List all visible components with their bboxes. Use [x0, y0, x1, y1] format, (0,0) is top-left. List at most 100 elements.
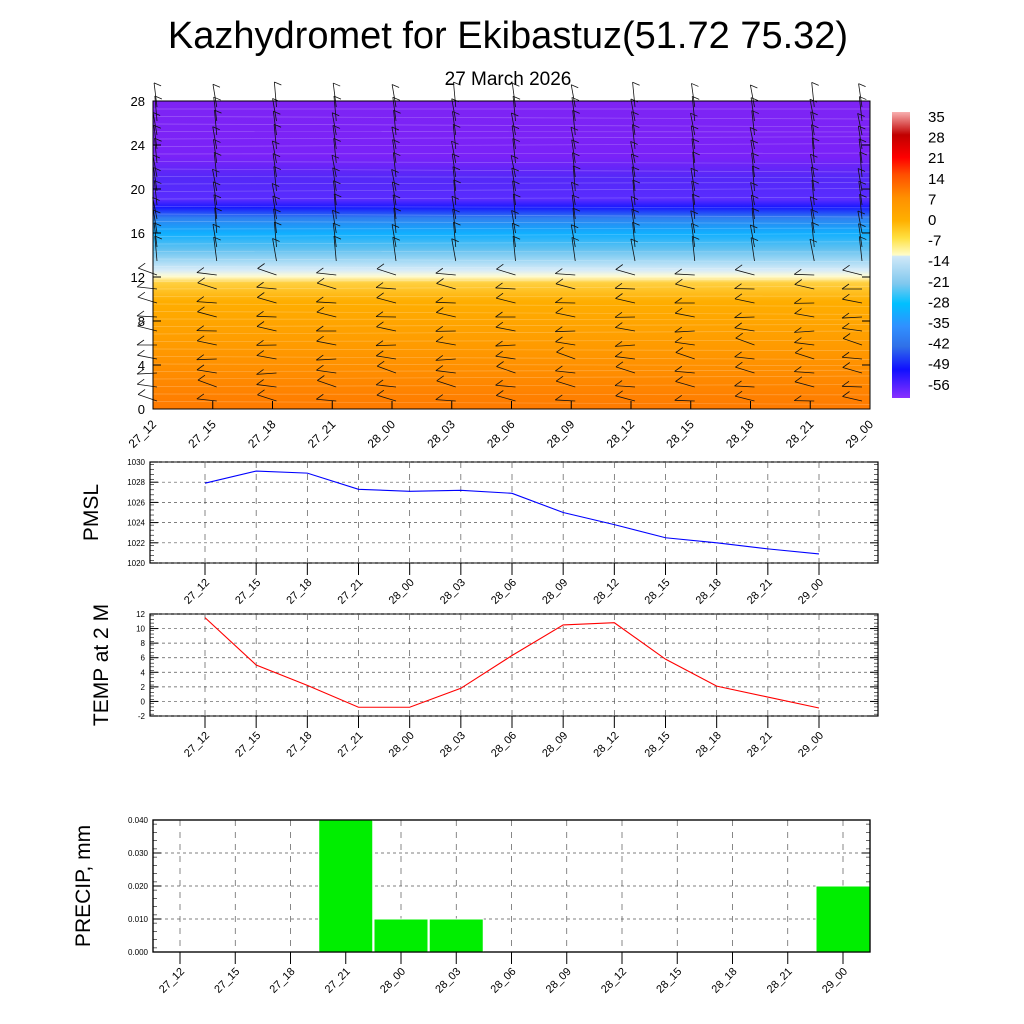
x-tick-label: 28_00: [378, 966, 408, 996]
wind-barb-feather: [137, 349, 145, 356]
wind-barb: [810, 154, 815, 178]
wind-barb: [153, 180, 158, 206]
wind-barb: [751, 152, 755, 178]
y-tick-label: 12: [131, 270, 145, 285]
wind-barb: [316, 369, 337, 374]
colorbar-label: -42: [928, 336, 950, 353]
wind-barb: [272, 111, 277, 136]
wind-barb-feather: [858, 223, 866, 227]
wind-barb: [435, 341, 456, 346]
wind-barb-feather: [435, 365, 444, 371]
wind-barb-feather: [257, 389, 265, 396]
y-tick-label: 6: [141, 654, 146, 663]
wind-barb-feather: [376, 350, 384, 357]
chart-subtitle: 27 March 2026: [445, 69, 572, 90]
wind-barb-feather: [734, 380, 742, 387]
wind-barb-feather: [436, 278, 444, 284]
wind-barb: [317, 282, 337, 290]
x-tick-label: 27_21: [336, 577, 366, 607]
x-tick-label: 28_09: [544, 417, 578, 451]
wind-barb-feather: [615, 322, 623, 328]
wind-barb-feather: [794, 308, 802, 314]
wind-barb: [842, 338, 863, 346]
wind-barb-feather: [316, 364, 324, 371]
wind-barb: [690, 125, 696, 150]
x-tick-label: 28_03: [438, 577, 468, 607]
wind-barb: [212, 126, 218, 150]
wind-barb-feather: [375, 282, 384, 288]
wind-barb-feather: [137, 291, 146, 298]
contour-line: [152, 123, 871, 128]
wind-barb: [692, 151, 696, 178]
y-tick-label: 20: [131, 182, 145, 197]
x-tick-label: 29_00: [796, 577, 826, 607]
wind-barb: [857, 168, 863, 192]
wind-barb-feather: [841, 312, 850, 319]
contour-line: [152, 116, 871, 120]
wind-barb: [256, 286, 277, 290]
wind-barb-feather: [858, 83, 866, 87]
x-tick-label: 28_03: [438, 730, 468, 760]
wind-barb: [197, 282, 217, 290]
wind-barb: [615, 269, 636, 276]
wind-barb-feather: [571, 84, 579, 89]
chart-title: Kazhydromet for Ekibastuz(51.72 75.32): [168, 15, 848, 57]
wind-barb: [858, 236, 863, 262]
wind-barb-feather: [197, 374, 206, 381]
cross-section-panel: 0 4 8 12 16 20 24 28 27_12 27_15 27_18 27_21 28_00 28…: [126, 81, 950, 451]
x-tick-label: 27_15: [185, 417, 219, 451]
wind-barb: [570, 84, 576, 108]
wind-barb: [436, 312, 456, 318]
wind-barb-feather: [631, 153, 639, 158]
wind-barb: [333, 138, 337, 164]
x-tick-label: 27_12: [157, 966, 187, 996]
contour-line: [152, 356, 871, 360]
wind-barb: [453, 179, 457, 206]
x-tick-label: 27_21: [336, 730, 366, 760]
wind-barb: [452, 124, 457, 150]
contour-line: [152, 213, 871, 218]
y-tick-label: 2: [141, 683, 146, 692]
y-tick-label: 16: [131, 226, 145, 241]
wind-barb: [691, 83, 696, 108]
wind-barb: [857, 125, 863, 150]
wind-barb-feather: [196, 267, 205, 273]
wind-barb: [391, 181, 397, 206]
x-tick-label: 28_15: [643, 577, 673, 607]
contour-line: [152, 266, 871, 270]
contour-line: [152, 188, 871, 192]
wind-barb: [212, 84, 218, 108]
x-tick-label: 28_00: [387, 577, 417, 607]
temperature-field: [153, 101, 870, 409]
wind-barb: [495, 287, 516, 290]
wind-barb: [691, 236, 696, 262]
y-tick-label: 0: [141, 697, 146, 706]
contour-line: [152, 233, 871, 237]
y-tick-label: 1020: [127, 559, 145, 568]
wind-barb: [376, 297, 397, 304]
wind-barb-feather: [511, 125, 520, 129]
wind-barb-feather: [316, 267, 324, 274]
wind-barb-feather: [196, 354, 204, 361]
wind-barb-feather: [375, 340, 384, 347]
wind-barb: [154, 138, 158, 164]
wind-barb-feather: [512, 82, 520, 87]
wind-barb: [273, 81, 277, 108]
wind-barb-feather: [614, 351, 623, 357]
contour-line: [152, 330, 871, 335]
contour-line: [152, 363, 871, 366]
wind-barb-feather: [136, 378, 145, 385]
wind-barb-feather: [257, 263, 265, 269]
wind-barb-feather: [555, 307, 563, 314]
wind-barb-feather: [734, 293, 743, 300]
y-tick-label: 0.040: [128, 816, 149, 825]
wind-barb: [555, 330, 576, 333]
wind-barb: [675, 312, 695, 318]
y-tick-label: 1028: [127, 478, 145, 487]
wind-barb: [333, 236, 337, 262]
wind-barb: [273, 166, 277, 192]
wind-barb: [809, 239, 815, 262]
wind-barb-feather: [614, 282, 623, 289]
wind-barb-feather: [674, 307, 683, 314]
wind-barb-feather: [272, 195, 280, 200]
